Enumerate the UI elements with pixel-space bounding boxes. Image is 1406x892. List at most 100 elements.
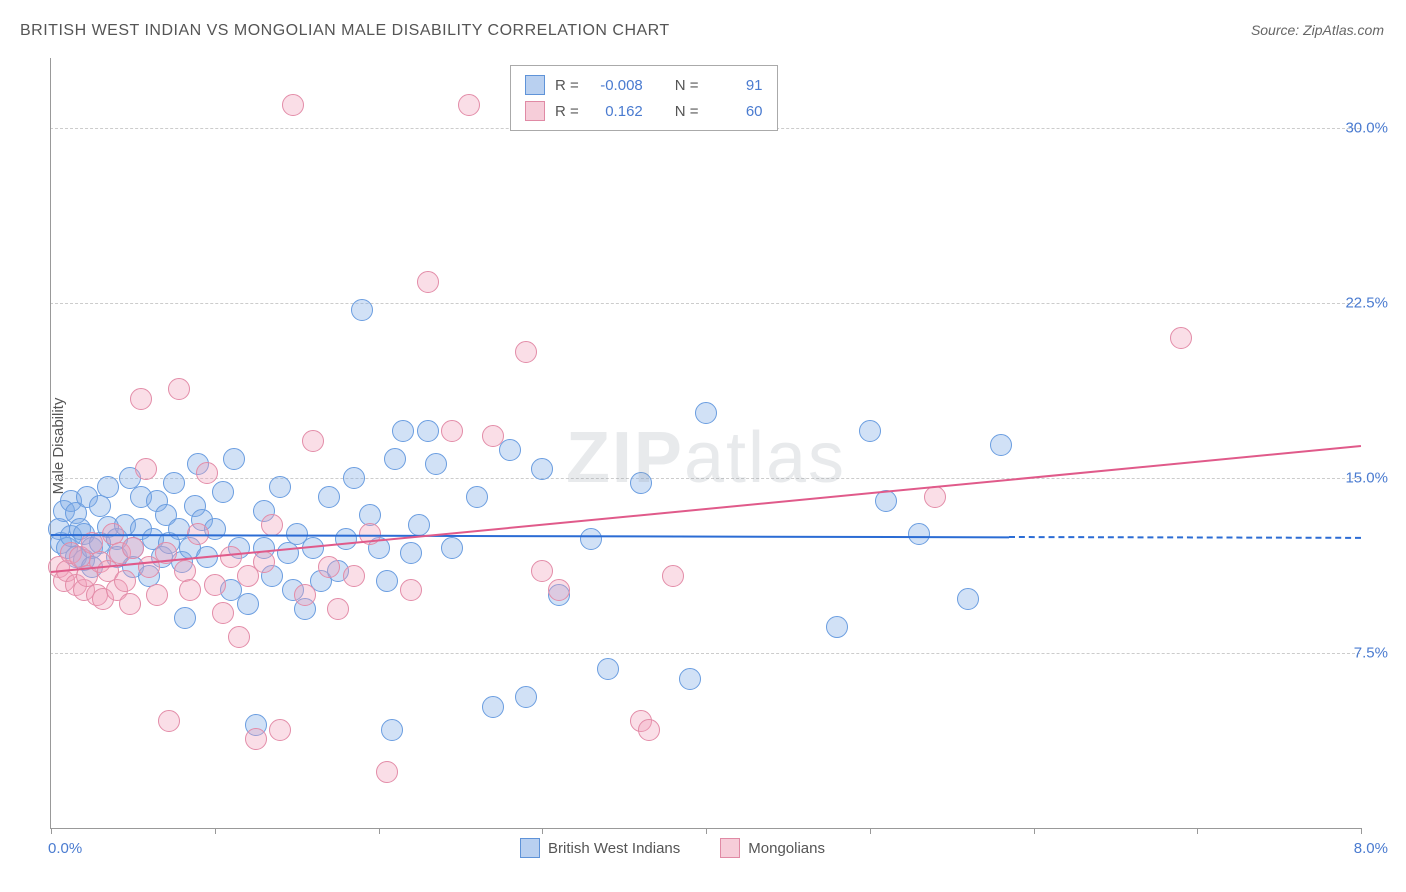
scatter-marker xyxy=(228,626,250,648)
legend-series-item: Mongolians xyxy=(720,838,825,858)
chart-title: BRITISH WEST INDIAN VS MONGOLIAN MALE DI… xyxy=(20,22,670,40)
scatter-marker xyxy=(327,598,349,620)
scatter-marker xyxy=(261,514,283,536)
scatter-marker xyxy=(859,420,881,442)
scatter-marker xyxy=(212,481,234,503)
scatter-marker xyxy=(662,565,684,587)
scatter-marker xyxy=(482,696,504,718)
scatter-marker xyxy=(957,588,979,610)
scatter-marker xyxy=(597,658,619,680)
x-tick xyxy=(1197,828,1198,834)
scatter-marker xyxy=(158,710,180,732)
scatter-marker xyxy=(515,341,537,363)
scatter-marker xyxy=(122,537,144,559)
stat-r-value: -0.008 xyxy=(589,77,643,94)
stat-n-label: N = xyxy=(675,77,699,94)
stat-n-label: N = xyxy=(675,103,699,120)
scatter-marker xyxy=(318,556,340,578)
x-tick xyxy=(51,828,52,834)
scatter-marker xyxy=(826,616,848,638)
x-axis-min-label: 0.0% xyxy=(48,840,82,857)
scatter-marker xyxy=(245,728,267,750)
x-tick xyxy=(706,828,707,834)
scatter-marker xyxy=(908,523,930,545)
x-tick xyxy=(1034,828,1035,834)
scatter-marker xyxy=(376,570,398,592)
scatter-marker xyxy=(400,542,422,564)
scatter-marker xyxy=(212,602,234,624)
scatter-marker xyxy=(97,476,119,498)
legend-series-label: Mongolians xyxy=(748,840,825,857)
scatter-marker xyxy=(441,537,463,559)
scatter-marker xyxy=(269,476,291,498)
stat-n-value: 91 xyxy=(709,77,763,94)
scatter-marker xyxy=(179,579,201,601)
y-tick-label: 22.5% xyxy=(1345,295,1388,312)
scatter-marker xyxy=(343,565,365,587)
scatter-marker xyxy=(335,528,357,550)
scatter-marker xyxy=(135,458,157,480)
stat-r-label: R = xyxy=(555,77,579,94)
scatter-marker xyxy=(196,462,218,484)
scatter-marker xyxy=(531,560,553,582)
legend-series: British West Indians Mongolians xyxy=(520,838,825,858)
scatter-marker xyxy=(253,551,275,573)
plot-area: ZIPatlas xyxy=(50,58,1361,829)
y-tick-label: 15.0% xyxy=(1345,470,1388,487)
scatter-marker xyxy=(163,472,185,494)
legend-stats-row: R = -0.008 N = 91 xyxy=(525,72,763,98)
scatter-marker xyxy=(223,448,245,470)
stat-n-value: 60 xyxy=(709,103,763,120)
scatter-marker xyxy=(384,448,406,470)
scatter-marker xyxy=(119,593,141,615)
scatter-marker xyxy=(515,686,537,708)
x-tick xyxy=(379,828,380,834)
scatter-marker xyxy=(638,719,660,741)
legend-stats-row: R =0.162N =60 xyxy=(525,98,763,124)
scatter-marker xyxy=(425,453,447,475)
scatter-marker xyxy=(130,388,152,410)
scatter-marker xyxy=(531,458,553,480)
scatter-marker xyxy=(269,719,291,741)
scatter-marker xyxy=(466,486,488,508)
scatter-marker xyxy=(392,420,414,442)
stat-r-label: R = xyxy=(555,103,579,120)
scatter-marker xyxy=(282,94,304,116)
scatter-marker xyxy=(875,490,897,512)
x-tick xyxy=(1361,828,1362,834)
scatter-marker xyxy=(695,402,717,424)
x-tick xyxy=(870,828,871,834)
scatter-marker xyxy=(114,570,136,592)
legend-stats: R =-0.008N =91R =0.162N =60 xyxy=(510,65,778,131)
scatter-marker xyxy=(146,584,168,606)
x-tick xyxy=(215,828,216,834)
legend-swatch xyxy=(520,838,540,858)
source-attribution: Source: ZipAtlas.com xyxy=(1251,22,1384,38)
y-tick-label: 7.5% xyxy=(1354,645,1388,662)
trend-line-dashed xyxy=(1009,536,1361,539)
scatter-marker xyxy=(400,579,422,601)
watermark: ZIPatlas xyxy=(566,417,846,499)
watermark-light: atlas xyxy=(684,418,846,498)
scatter-marker xyxy=(679,668,701,690)
scatter-marker xyxy=(376,761,398,783)
scatter-marker xyxy=(302,430,324,452)
scatter-marker xyxy=(441,420,463,442)
scatter-marker xyxy=(318,486,340,508)
y-tick-label: 30.0% xyxy=(1345,120,1388,137)
legend-swatch xyxy=(525,101,545,121)
x-axis-max-label: 8.0% xyxy=(1354,840,1388,857)
scatter-marker xyxy=(990,434,1012,456)
legend-swatch xyxy=(525,75,545,95)
legend-series-item: British West Indians xyxy=(520,838,680,858)
scatter-marker xyxy=(630,472,652,494)
x-tick xyxy=(542,828,543,834)
scatter-marker xyxy=(417,271,439,293)
scatter-marker xyxy=(220,546,242,568)
scatter-marker xyxy=(168,378,190,400)
scatter-marker xyxy=(204,574,226,596)
scatter-marker xyxy=(924,486,946,508)
watermark-bold: ZIP xyxy=(566,418,684,498)
scatter-marker xyxy=(381,719,403,741)
scatter-marker xyxy=(294,584,316,606)
